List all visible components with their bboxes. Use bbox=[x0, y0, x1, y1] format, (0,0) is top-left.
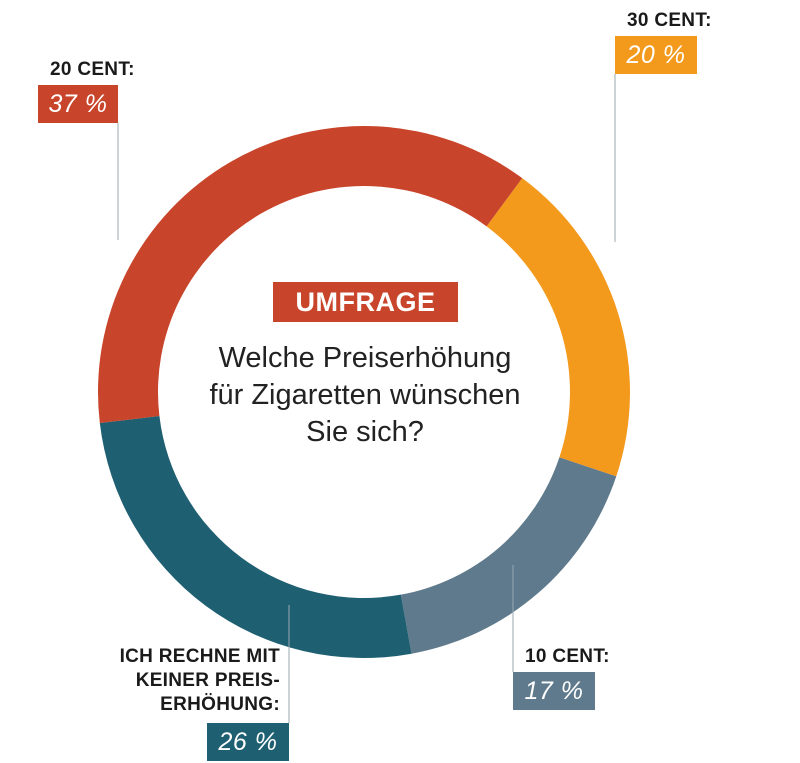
value-30-cent: 20 % bbox=[615, 36, 697, 74]
value-10-cent: 17 % bbox=[513, 672, 595, 710]
donut-slice-10-cent bbox=[400, 457, 617, 654]
question-line-1: Welche Preiserhöhung bbox=[218, 342, 512, 374]
question-line-3: Sie sich? bbox=[306, 416, 424, 448]
survey-question: Welche Preiserhöhung für Zigaretten wüns… bbox=[175, 340, 555, 451]
value-20-cent: 37 % bbox=[38, 85, 118, 123]
question-line-2: für Zigaretten wünschen bbox=[209, 379, 521, 411]
donut-slice-no-increase bbox=[99, 416, 412, 658]
label-no-increase-line-3: ERHÖHUNG: bbox=[160, 694, 280, 715]
label-no-increase-line-2: KEINER PREIS- bbox=[135, 670, 280, 691]
label-20-cent: 20 CENT: bbox=[50, 59, 135, 80]
label-no-increase-line-1: ICH RECHNE MIT bbox=[119, 646, 280, 667]
donut-slice-20-cent bbox=[98, 125, 523, 424]
leader-lines bbox=[117, 74, 616, 723]
donut-slice-30-cent bbox=[486, 178, 630, 477]
label-30-cent: 30 CENT: bbox=[627, 10, 712, 31]
label-10-cent: 10 CENT: bbox=[525, 646, 610, 667]
label-no-increase: ICH RECHNE MIT KEINER PREIS- ERHÖHUNG: bbox=[60, 645, 280, 717]
survey-badge: UMFRAGE bbox=[273, 282, 458, 322]
value-no-increase: 26 % bbox=[207, 723, 289, 761]
donut-slices bbox=[98, 125, 630, 658]
